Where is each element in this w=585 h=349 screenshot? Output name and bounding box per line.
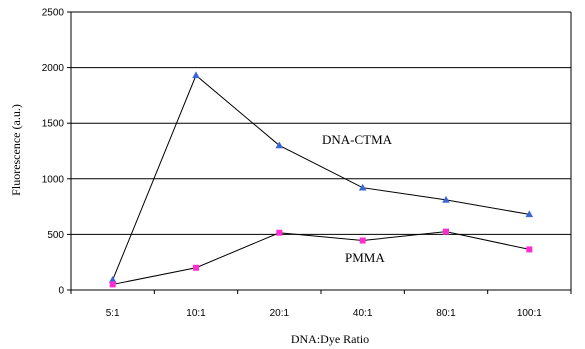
series-markers xyxy=(108,71,534,288)
marker-triangle xyxy=(192,71,200,79)
x-tick-label: 80:1 xyxy=(436,308,456,319)
y-axis-title: Fluorescence (a.u.) xyxy=(9,104,23,196)
x-axis-title: DNA:Dye Ratio xyxy=(291,332,369,346)
series-line-0 xyxy=(112,74,530,281)
x-tick-labels: 5:1 10:1 20:1 40:1 80:1 100:1 xyxy=(106,308,543,319)
marker-triangle xyxy=(358,183,367,191)
marker-square xyxy=(443,228,449,235)
marker-triangle xyxy=(442,195,450,203)
gridlines xyxy=(71,11,571,235)
marker-square xyxy=(193,264,199,271)
marker-triangle xyxy=(275,141,284,149)
series-lines xyxy=(112,74,530,285)
y-tick-label: 2500 xyxy=(42,8,65,19)
axes xyxy=(67,11,572,294)
series-label-pmma: PMMA xyxy=(345,250,385,265)
y-tick-label: 0 xyxy=(58,286,64,297)
marker-square xyxy=(276,229,283,236)
x-tick-label: 40:1 xyxy=(353,308,373,319)
marker-triangle xyxy=(525,210,534,218)
marker-triangle xyxy=(108,275,117,283)
y-tick-labels: 0 500 1000 1500 2000 2500 xyxy=(42,8,65,297)
y-tick-label: 1500 xyxy=(42,119,65,130)
marker-square xyxy=(109,281,116,288)
y-tick-label: 1000 xyxy=(42,174,65,185)
series-line-1 xyxy=(112,231,530,285)
x-tick-label: 20:1 xyxy=(270,308,290,319)
y-tick-label: 2000 xyxy=(42,63,65,74)
marker-square xyxy=(359,237,366,244)
y-tick-label: 500 xyxy=(47,230,64,241)
x-tick-label: 5:1 xyxy=(106,308,120,319)
x-tick-label: 10:1 xyxy=(186,308,206,319)
x-tick-label: 100:1 xyxy=(517,308,542,319)
marker-square xyxy=(526,246,533,253)
series-label-dna-ctma: DNA-CTMA xyxy=(322,132,393,147)
